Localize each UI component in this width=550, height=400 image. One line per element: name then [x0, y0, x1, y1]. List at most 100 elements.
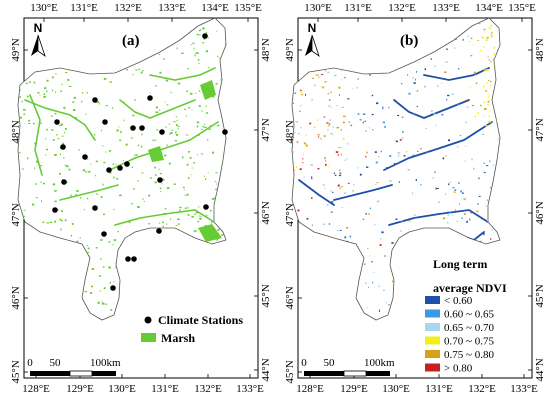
marsh-pixel — [224, 43, 226, 45]
marsh-pixel — [200, 153, 204, 155]
ndvi-pixel — [324, 159, 327, 162]
marsh-pixel — [175, 124, 178, 127]
top-tick-label: 132°E — [388, 2, 416, 14]
marsh-pixel — [198, 62, 200, 65]
marsh-pixel — [86, 91, 88, 94]
ndvi-pixel — [445, 155, 447, 157]
marsh-pixel — [166, 144, 168, 147]
ndvi-pixel — [400, 230, 402, 232]
ndvi-pixel — [497, 138, 499, 141]
ndvi-pixel — [478, 195, 481, 197]
marsh-pixel — [198, 205, 200, 208]
ndvi-pixel — [362, 218, 365, 220]
ndvi-pixel — [296, 141, 299, 143]
ndvi-pixel — [317, 74, 319, 76]
ndvi-pixel — [485, 125, 488, 127]
ndvi-pixel — [346, 143, 349, 145]
marsh-pixel — [45, 148, 48, 151]
marsh-pixel — [159, 222, 160, 224]
marsh-pixel — [35, 197, 38, 199]
marsh-pixel — [125, 143, 127, 146]
marsh-pixel — [73, 96, 76, 99]
marsh-pixel — [160, 191, 162, 193]
ndvi-pixel — [346, 240, 349, 242]
ndvi-pixel — [368, 213, 371, 215]
marsh-pixel — [62, 142, 65, 145]
ndvi-pixel — [466, 220, 468, 223]
ndvi-pixel — [482, 37, 485, 39]
marsh-pixel — [98, 275, 102, 277]
marsh-pixel — [59, 172, 61, 175]
ndvi-pixel — [479, 240, 482, 243]
marsh-pixel — [162, 221, 164, 224]
ndvi-pixel — [366, 151, 368, 154]
marsh-pixel — [195, 230, 197, 232]
marsh-pixel — [199, 217, 202, 220]
marsh-pixel — [158, 53, 161, 55]
legend-ndvi-swatch — [425, 363, 440, 372]
marsh-pixel — [203, 38, 206, 40]
marsh-pixel — [138, 68, 140, 71]
marsh-pixel — [155, 111, 159, 113]
ndvi-pixel — [412, 192, 414, 195]
ndvi-pixel — [379, 309, 381, 311]
marsh-pixel — [103, 287, 105, 290]
marsh-pixel — [196, 34, 199, 36]
ndvi-pixel — [479, 49, 481, 52]
ndvi-pixel — [311, 98, 313, 101]
marsh-pixel — [132, 74, 134, 76]
climate-station-marker — [139, 125, 145, 131]
marsh-pixel — [18, 89, 21, 91]
marsh-pixel — [22, 300, 24, 303]
ndvi-pixel — [328, 105, 330, 107]
marsh-pixel — [24, 215, 26, 217]
marsh-pixel — [148, 195, 151, 197]
scale-label: 50 — [50, 357, 62, 369]
ndvi-pixel — [469, 128, 471, 130]
ndvi-pixel — [412, 113, 415, 115]
ndvi-pixel — [300, 126, 302, 129]
marsh-pixel — [86, 245, 89, 247]
ndvi-pixel — [456, 220, 459, 222]
climate-station-marker — [130, 125, 136, 131]
marsh-pixel — [141, 145, 143, 148]
bottom-tick-label: 132°E — [468, 383, 496, 395]
ndvi-pixel — [337, 154, 339, 156]
marsh-pixel — [113, 209, 115, 210]
marsh-pixel — [177, 127, 179, 130]
ndvi-pixel — [462, 192, 464, 194]
ndvi-pixel — [352, 190, 354, 192]
marsh-pixel — [79, 237, 81, 239]
ndvi-pixel — [464, 198, 467, 200]
marsh-pixel — [199, 29, 202, 31]
ndvi-pixel — [483, 115, 485, 116]
scale-segment — [343, 370, 367, 377]
marsh-pixel — [63, 106, 66, 109]
ndvi-pixel — [415, 179, 417, 181]
ndvi-pixel — [295, 166, 298, 168]
marsh-pixel — [152, 139, 154, 142]
marsh-pixel — [27, 157, 29, 160]
marsh-pixel — [67, 79, 70, 81]
ndvi-pixel — [399, 139, 402, 141]
ndvi-pixel — [307, 74, 310, 76]
ndvi-pixel — [454, 191, 456, 193]
marsh-pixel — [72, 109, 76, 111]
ndvi-pixel — [315, 74, 318, 76]
marsh-pixel — [175, 131, 177, 134]
marsh-pixel — [207, 172, 209, 174]
ndvi-pixel — [403, 155, 406, 157]
marsh-pixel — [154, 139, 157, 141]
ndvi-pixel — [347, 98, 350, 100]
marsh-pixel — [54, 154, 57, 156]
ndvi-pixel — [302, 158, 304, 160]
ndvi-pixel — [340, 229, 342, 231]
ndvi-pixel — [465, 121, 468, 124]
marsh-pixel — [43, 95, 46, 98]
marsh-pixel — [155, 106, 158, 109]
ndvi-pixel — [401, 83, 403, 85]
ndvi-pixel — [416, 70, 417, 73]
ndvi-pixel — [466, 99, 469, 102]
marsh-pixel — [54, 112, 57, 115]
marsh-pixel — [113, 281, 115, 283]
